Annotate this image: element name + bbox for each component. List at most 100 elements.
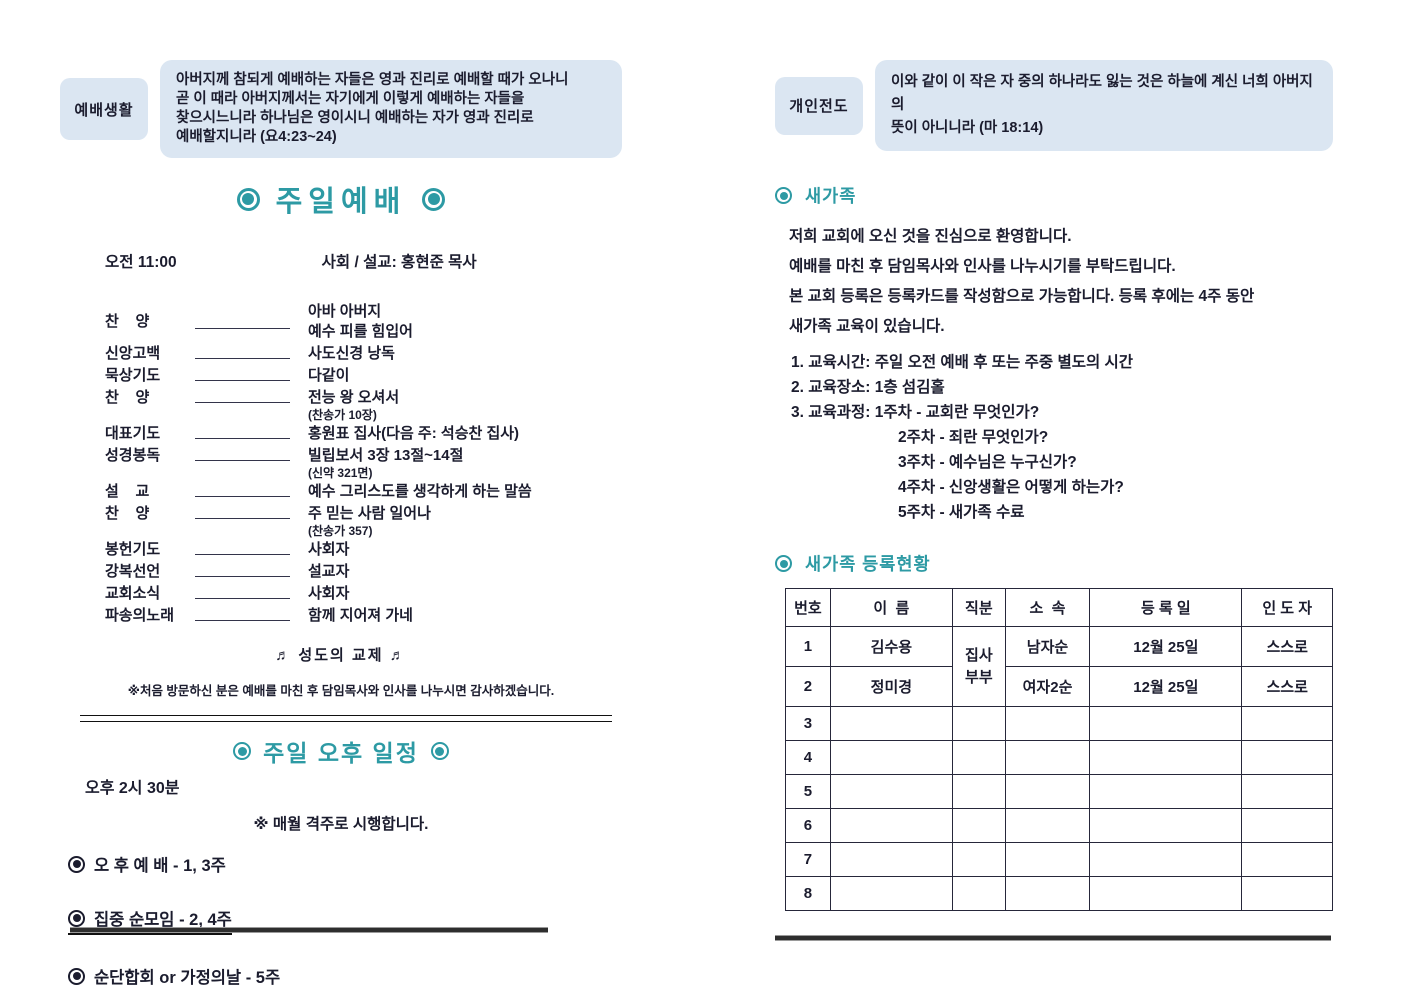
registry-header-cell: 등 록 일 — [1089, 588, 1243, 627]
fill-in-rule — [195, 390, 290, 403]
fisheye-icon — [68, 855, 85, 873]
page-worship: 예배생활 아버지께 참되게 예배하는 자들은 영과 진리로 예배할 때가 오나니… — [60, 60, 622, 992]
order-item-line: 설교자 — [308, 563, 350, 580]
afternoon-schedule: 오 후 예 배 - 1, 3주 집중 순모임 - 2, 4주 순단합회 or 가정의… — [68, 852, 622, 989]
order-item-content: 주 믿는 사람 일어나 (찬송가 357) — [308, 504, 431, 538]
registry-cell-group — [1004, 842, 1091, 877]
registry-cell-no: 3 — [785, 706, 831, 741]
registry-cell-date — [1089, 842, 1243, 877]
order-item-line: 빌립보서 3장 13절~14절 — [308, 447, 464, 464]
order-item-label: 찬 양 — [105, 389, 150, 406]
registry-cell-name — [829, 876, 953, 911]
order-item: 찬 양 전능 왕 오셔서 (찬송가 10장) — [60, 388, 622, 422]
fill-in-rule — [195, 448, 290, 461]
registry-cell-duty — [951, 876, 1006, 911]
fisheye-icon — [68, 909, 85, 927]
order-item-content: 사회자 — [308, 584, 349, 604]
order-item-line: 사회자 — [308, 541, 350, 558]
registry-row: 7 — [785, 842, 1333, 877]
registry-cell-guide — [1241, 876, 1333, 911]
order-item-label: 설 교 — [105, 483, 150, 500]
fisheye-icon — [430, 742, 449, 760]
fill-in-rule — [195, 506, 290, 519]
fisheye-icon — [233, 742, 252, 760]
service-time: 오전 11:00 — [105, 254, 177, 271]
registry-row: 2 정미경 여자2순 12월 25일 스스로 — [785, 666, 1333, 707]
registry-header-cell: 직분 — [951, 588, 1006, 627]
registry-cell-name — [829, 842, 953, 877]
registry-cell-duty — [951, 774, 1006, 809]
order-item: 묵상기도 다같이 — [60, 366, 622, 386]
banner-label: 개인전도 — [775, 76, 863, 135]
registry-row: 8 — [785, 876, 1333, 911]
order-item-line: 주 믿는 사람 일어나 — [308, 505, 431, 522]
newcomer-heading-text: 새가족 — [805, 186, 857, 206]
order-item-content: 전능 왕 오셔서 (찬송가 10장) — [308, 388, 399, 422]
banner-label: 예배생활 — [60, 78, 148, 140]
registry-cell-date: 12월 25일 — [1089, 626, 1243, 667]
afternoon-item: 순단합회 or 가정의날 - 5주 — [68, 964, 280, 989]
education-line: 2주차 - 죄란 무엇인가? — [898, 429, 1049, 446]
fill-in-rule — [195, 542, 290, 555]
order-item-note: (찬송가 10장) — [308, 408, 377, 422]
afternoon-time: 오후 2시 30분 — [85, 780, 180, 797]
order-item: 찬 양 아바 아버지 예수 피를 힘입어 — [60, 302, 622, 342]
registry-cell-name — [829, 774, 953, 809]
registry-cell-guide — [1241, 740, 1333, 775]
order-item-content: 함께 지어져 가네 — [308, 606, 413, 626]
fisheye-icon — [422, 187, 446, 211]
order-item-content: 사회자 — [308, 540, 349, 560]
registry-row: 6 — [785, 808, 1333, 843]
fisheye-icon — [236, 187, 260, 211]
registry-cell-group: 여자2순 — [1004, 666, 1091, 707]
afternoon-item-text: 순단합회 or 가정의날 - 5주 — [94, 969, 281, 987]
order-item-label: 찬 양 — [105, 505, 150, 522]
order-item-label: 신앙고백 — [105, 345, 161, 362]
registry-cell-guide — [1241, 774, 1333, 809]
order-item: 봉헌기도 사회자 — [60, 540, 622, 560]
registry-heading: 새가족 등록현황 — [775, 551, 1333, 576]
visitor-note: ※처음 방문하신 분은 예배를 마친 후 담임목사와 인사를 나누시면 감사하겠… — [127, 684, 555, 698]
education-line: 5주차 - 새가족 수료 — [898, 504, 1025, 521]
registry-cell-no: 8 — [785, 876, 831, 911]
fill-in-rule — [195, 368, 290, 381]
registry-cell-duty — [951, 808, 1006, 843]
page-bottom-rule — [775, 936, 1331, 940]
order-item: 설 교 예수 그리스도를 생각하게 하는 말씀 — [60, 482, 622, 502]
registry-header-cell: 인 도 자 — [1241, 588, 1333, 627]
registry-row: 3 — [785, 706, 1333, 741]
fill-in-rule — [195, 608, 290, 621]
registry-cell-name: 정미경 — [829, 666, 953, 707]
registry-cell-duty: 집사 부부 — [951, 626, 1006, 707]
registry-cell-date — [1089, 706, 1243, 741]
fisheye-icon — [68, 967, 85, 985]
fellowship-line: ♬ 성도의 교제 ♬ — [275, 647, 407, 664]
registry-row: 1 김수용 집사 부부 남자순 12월 25일 스스로 — [785, 626, 1333, 707]
registry-header-cell: 소 속 — [1004, 588, 1091, 627]
order-item-content: 다같이 — [308, 366, 349, 386]
order-item-label: 묵상기도 — [105, 367, 161, 384]
registry-cell-group — [1004, 876, 1091, 911]
order-item: 강복선언 설교자 — [60, 562, 622, 582]
afternoon-title-text: 주일 오후 일정 — [263, 740, 419, 766]
fill-in-rule — [195, 564, 290, 577]
order-item-note: (신약 321면) — [308, 466, 373, 480]
registry-cell-guide — [1241, 706, 1333, 741]
education-line: 2. 교육장소: 1층 섬김홀 — [791, 379, 945, 396]
fisheye-icon — [775, 187, 792, 204]
registry-cell-no: 7 — [785, 842, 831, 877]
order-item-label: 찬 양 — [105, 313, 150, 330]
registry-cell-no: 2 — [785, 666, 831, 707]
registry-cell-date — [1089, 774, 1243, 809]
registry-header-cell: 이 름 — [829, 588, 953, 627]
order-item-label: 강복선언 — [105, 563, 161, 580]
registry-cell-guide — [1241, 842, 1333, 877]
order-item-note: (찬송가 357) — [308, 524, 373, 538]
registry-cell-date: 12월 25일 — [1089, 666, 1243, 707]
registry-cell-no: 5 — [785, 774, 831, 809]
registry-cell-no: 6 — [785, 808, 831, 843]
registry-cell-duty — [951, 706, 1006, 741]
